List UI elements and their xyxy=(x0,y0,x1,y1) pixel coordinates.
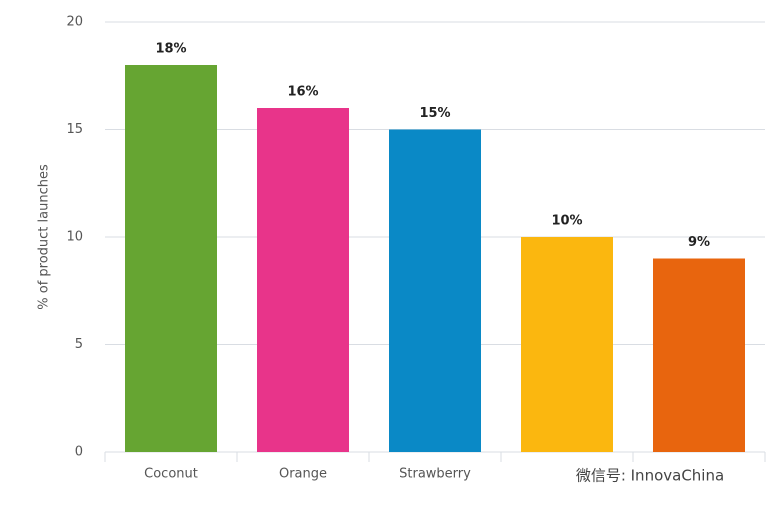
value-label: 15% xyxy=(419,106,450,121)
bar xyxy=(521,237,613,452)
value-label: 18% xyxy=(155,42,186,57)
x-tick-label: Strawberry xyxy=(399,467,471,482)
x-tick-label: Orange xyxy=(279,467,327,482)
value-label: 10% xyxy=(551,214,582,229)
bar xyxy=(389,129,481,452)
value-label: 16% xyxy=(287,85,318,100)
y-tick-label: 15 xyxy=(66,122,83,137)
bar xyxy=(257,108,349,452)
y-tick-label: 0 xyxy=(75,445,83,460)
y-tick-label: 20 xyxy=(66,15,83,30)
watermark: 微信号: InnovaChina xyxy=(576,467,724,485)
x-tick-label: Coconut xyxy=(144,467,198,482)
y-axis-label: % of product launches xyxy=(37,164,52,310)
y-tick-label: 10 xyxy=(66,230,83,245)
y-tick-label: 5 xyxy=(75,337,83,352)
bar xyxy=(125,65,217,452)
value-label: 9% xyxy=(688,235,710,250)
bar xyxy=(653,258,745,452)
